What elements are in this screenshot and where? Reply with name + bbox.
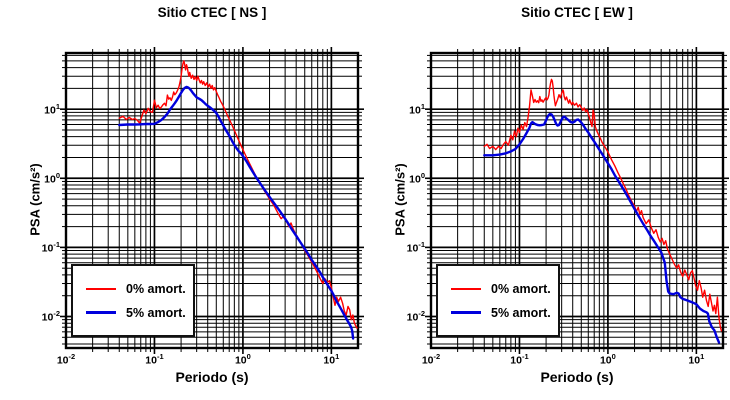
x-tick-label: 10-2 bbox=[56, 352, 76, 367]
legend-label: 5% amort. bbox=[491, 305, 551, 320]
plot-ns: Sitio CTEC [ NS ] PSA (cm/s²) Periodo (s… bbox=[28, 5, 364, 385]
legend-entry: 5% amort. bbox=[86, 306, 193, 320]
x-tick-label: 10-2 bbox=[421, 352, 441, 367]
legend-label: 5% amort. bbox=[126, 305, 186, 320]
plot-frame-ew bbox=[425, 47, 729, 354]
legend: 0% amort. 5% amort. bbox=[71, 264, 195, 337]
series-line-5pct bbox=[483, 112, 721, 344]
legend-line-sample bbox=[86, 287, 116, 290]
legend-line-sample bbox=[451, 287, 481, 290]
legend-entry: 0% amort. bbox=[451, 282, 558, 296]
y-tick-label: 100 bbox=[44, 171, 60, 186]
plot-title-ew: Sitio CTEC [ EW ] bbox=[521, 5, 633, 20]
plot-canvas-ns bbox=[60, 47, 364, 354]
x-axis-label-ew: Periodo (s) bbox=[540, 369, 614, 385]
plot-ew: Sitio CTEC [ EW ] PSA (cm/s²) Periodo (s… bbox=[365, 0, 730, 400]
legend-entry: 5% amort. bbox=[451, 306, 558, 320]
x-tick-label: 100 bbox=[234, 352, 251, 367]
legend-label: 0% amort. bbox=[491, 281, 551, 296]
legend: 0% amort. 5% amort. bbox=[436, 264, 560, 337]
plot-title-ns: Sitio CTEC [ NS ] bbox=[157, 5, 267, 20]
series-line-0pct bbox=[483, 78, 723, 332]
legend-line-sample bbox=[86, 311, 116, 314]
x-tick-label: 101 bbox=[688, 352, 705, 367]
series-line-5pct bbox=[118, 85, 355, 340]
legend-entry: 0% amort. bbox=[86, 282, 193, 296]
plot-canvas-ew bbox=[425, 47, 729, 354]
legend-label: 0% amort. bbox=[126, 281, 186, 296]
x-tick-label: 10-1 bbox=[510, 352, 529, 367]
y-tick-label: 10-1 bbox=[41, 240, 60, 255]
x-tick-label: 101 bbox=[323, 352, 340, 367]
y-tick-label: 100 bbox=[409, 171, 425, 186]
y-tick-label: 10-2 bbox=[41, 309, 60, 324]
x-axis-label-ns: Periodo (s) bbox=[175, 369, 249, 385]
x-tick-label: 100 bbox=[599, 352, 616, 367]
y-tick-label: 10-1 bbox=[406, 240, 425, 255]
series-line-0pct bbox=[118, 60, 358, 329]
y-tick-label: 10-2 bbox=[406, 309, 425, 324]
plot-frame-ns bbox=[60, 47, 364, 354]
y-tick-label: 101 bbox=[409, 102, 425, 117]
y-tick-label: 101 bbox=[44, 102, 60, 117]
x-tick-label: 10-1 bbox=[145, 352, 164, 367]
legend-line-sample bbox=[451, 311, 481, 314]
